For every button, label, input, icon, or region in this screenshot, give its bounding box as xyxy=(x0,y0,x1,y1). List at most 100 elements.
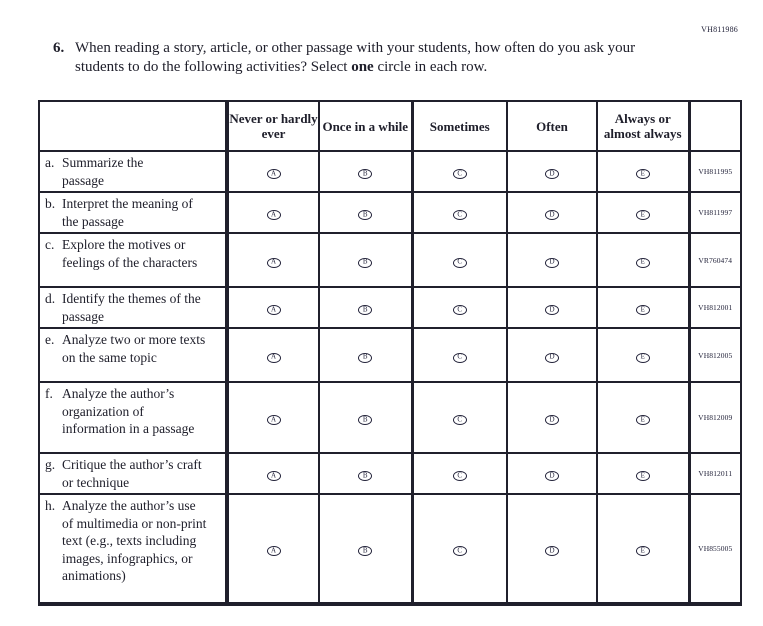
answer-bubble-d-row-e[interactable]: D xyxy=(545,352,559,363)
option-cell-a: A xyxy=(226,327,320,383)
row-activity-label: Analyze two or more texts on the same to… xyxy=(62,332,206,365)
option-cell-a: A xyxy=(226,286,320,329)
answer-bubble-b-row-d[interactable]: B xyxy=(358,305,373,315)
answer-bubble-d-row-d[interactable]: D xyxy=(545,305,559,315)
row-activity-wrap: b. Interpret the meaning of the passage xyxy=(45,195,223,230)
bubble-letter: D xyxy=(549,471,555,479)
answer-bubble-a-row-b[interactable]: A xyxy=(266,210,281,220)
question-text-part2: circle in each row. xyxy=(373,59,488,75)
bubble-letter: E xyxy=(640,471,645,479)
answer-bubble-e-row-d[interactable]: E xyxy=(635,305,650,315)
answer-bubble-c-row-h[interactable]: C xyxy=(452,546,467,556)
bubble-letter: A xyxy=(270,169,277,177)
bubble-letter: C xyxy=(457,352,463,361)
answer-bubble-c-row-e[interactable]: C xyxy=(452,352,467,363)
column-header-often: Often xyxy=(506,100,598,152)
answer-bubble-b-row-h[interactable]: B xyxy=(358,546,373,556)
answer-bubble-d-row-c[interactable]: D xyxy=(545,257,559,268)
bubble-letter: A xyxy=(270,210,277,218)
row-activity-label: Critique the author’s craft or technique xyxy=(62,457,202,490)
row-id-code: VH811995 xyxy=(687,150,742,193)
option-cell-b: B xyxy=(318,493,413,605)
bubble-letter: B xyxy=(362,352,368,361)
row-activity-wrap: e. Analyze two or more texts on the same … xyxy=(45,331,223,366)
column-header-never-or-hardly-ever: Never or hardly ever xyxy=(226,100,320,152)
bubble-letter: D xyxy=(549,257,555,266)
option-cell-d: D xyxy=(506,232,598,288)
row-id-code: VH812005 xyxy=(687,327,742,383)
header-cell-empty xyxy=(38,100,229,152)
answer-bubble-a-row-d[interactable]: A xyxy=(266,305,281,315)
answer-bubble-e-row-g[interactable]: E xyxy=(635,471,650,481)
option-cell-b: B xyxy=(318,286,413,329)
answer-bubble-c-row-a[interactable]: C xyxy=(452,169,467,179)
answer-bubble-c-row-d[interactable]: C xyxy=(452,305,467,315)
answer-bubble-b-row-a[interactable]: B xyxy=(358,169,373,179)
option-cell-a: A xyxy=(226,150,320,193)
answer-bubble-a-row-a[interactable]: A xyxy=(266,169,281,179)
answer-bubble-a-row-h[interactable]: A xyxy=(266,546,281,556)
bubble-letter: E xyxy=(640,305,645,313)
answer-bubble-e-row-f[interactable]: E xyxy=(635,415,650,425)
bubble-letter: C xyxy=(457,471,463,479)
row-activity-wrap: d. Identify the themes of the passage xyxy=(45,290,223,325)
bubble-letter: A xyxy=(270,305,277,313)
bubble-letter: C xyxy=(457,169,463,177)
question-text: When reading a story, article, or other … xyxy=(75,39,660,77)
option-cell-c: C xyxy=(410,493,508,605)
table-row: h. Analyze the author’s use of multimedia… xyxy=(38,493,742,605)
row-activity-label: Identify the themes of the passage xyxy=(62,291,201,324)
row-activity-cell: e. Analyze two or more texts on the same … xyxy=(38,327,229,383)
answer-bubble-b-row-b[interactable]: B xyxy=(358,210,373,220)
bubble-letter: B xyxy=(362,257,368,266)
option-cell-d: D xyxy=(506,452,598,495)
answer-bubble-e-row-b[interactable]: E xyxy=(635,210,650,220)
option-cell-b: B xyxy=(318,191,413,234)
option-cell-a: A xyxy=(226,191,320,234)
bubble-letter: E xyxy=(640,257,645,266)
row-id-code: VH811997 xyxy=(687,191,742,234)
row-letter: c. xyxy=(45,237,55,252)
answer-bubble-c-row-b[interactable]: C xyxy=(452,210,467,220)
answer-bubble-c-row-c[interactable]: C xyxy=(452,257,467,268)
answer-bubble-d-row-a[interactable]: D xyxy=(545,169,559,179)
row-letter: a. xyxy=(45,155,55,170)
row-letter: f. xyxy=(45,386,53,401)
answer-bubble-e-row-h[interactable]: E xyxy=(635,546,650,556)
option-cell-e: E xyxy=(596,286,690,329)
answer-bubble-b-row-e[interactable]: B xyxy=(358,352,373,363)
answer-bubble-b-row-c[interactable]: B xyxy=(358,257,373,268)
answer-bubble-d-row-b[interactable]: D xyxy=(545,210,559,220)
bubble-letter: A xyxy=(270,415,277,423)
row-activity-cell: f. Analyze the author’s organization of i… xyxy=(38,381,229,454)
answer-bubble-a-row-e[interactable]: A xyxy=(266,352,281,363)
bubble-letter: D xyxy=(549,169,555,177)
answer-bubble-a-row-f[interactable]: A xyxy=(266,415,281,425)
answer-bubble-a-row-g[interactable]: A xyxy=(266,471,281,481)
answer-bubble-d-row-h[interactable]: D xyxy=(545,546,559,556)
bubble-letter: E xyxy=(640,415,645,423)
answer-bubble-c-row-g[interactable]: C xyxy=(452,471,467,481)
row-letter: g. xyxy=(45,457,56,472)
answer-bubble-b-row-f[interactable]: B xyxy=(358,415,373,425)
answer-bubble-b-row-g[interactable]: B xyxy=(358,471,373,481)
option-cell-d: D xyxy=(506,150,598,193)
row-activity-label: Analyze the author’s use of multimedia o… xyxy=(62,498,207,583)
form-accession-number: VH811986 xyxy=(701,25,738,34)
option-cell-c: C xyxy=(410,150,508,193)
answer-bubble-d-row-f[interactable]: D xyxy=(545,415,559,425)
bubble-letter: A xyxy=(270,546,277,554)
answer-bubble-a-row-c[interactable]: A xyxy=(266,257,281,268)
answer-bubble-e-row-e[interactable]: E xyxy=(635,352,650,363)
answer-bubble-e-row-a[interactable]: E xyxy=(635,169,650,179)
answer-bubble-c-row-f[interactable]: C xyxy=(452,415,467,425)
table-row: a. Summarize the passage A B C D E VH811995 xyxy=(38,150,742,193)
answer-bubble-e-row-c[interactable]: E xyxy=(635,257,650,268)
option-cell-e: E xyxy=(596,191,690,234)
row-id-code: VH812001 xyxy=(687,286,742,329)
bubble-letter: C xyxy=(457,546,463,554)
bubble-letter: C xyxy=(457,415,463,423)
option-cell-d: D xyxy=(506,493,598,605)
answer-bubble-d-row-g[interactable]: D xyxy=(545,471,559,481)
row-id-code: VR760474 xyxy=(687,232,742,288)
